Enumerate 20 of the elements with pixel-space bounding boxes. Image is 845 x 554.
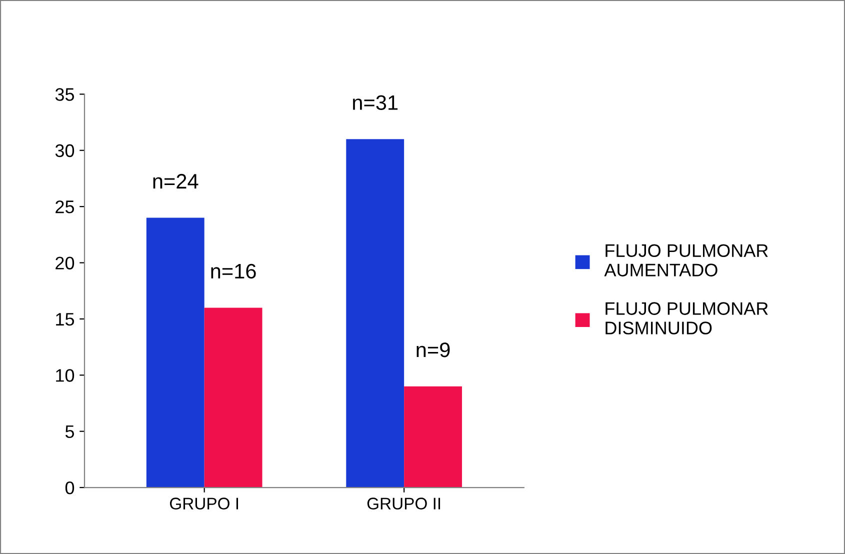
y-tick-label: 35	[55, 88, 74, 101]
data-label: n=24	[153, 174, 198, 188]
y-tick-label: 0	[65, 481, 74, 494]
y-tick-label: 15	[56, 313, 74, 326]
y-tick-label: 5	[65, 425, 74, 438]
bar	[204, 308, 262, 488]
bar	[146, 218, 204, 488]
bar	[346, 139, 404, 488]
data-label: n=9	[416, 342, 450, 358]
y-tick-label: 20	[56, 256, 74, 270]
y-tick-label: 25	[56, 200, 74, 214]
data-label: n=16	[211, 264, 256, 279]
x-tick-label: GRUPO I	[170, 498, 238, 510]
x-tick-label: GRUPO II	[367, 498, 440, 510]
data-label: n=31	[353, 95, 398, 110]
legend-label: FLUJO PULMONAR DISMINUIDO	[606, 302, 768, 334]
y-tick-label: 30	[55, 144, 74, 158]
legend-label: FLUJO PULMONAR AUMENTADO	[604, 244, 768, 276]
bar	[404, 386, 462, 488]
y-tick-label: 10	[56, 369, 74, 382]
